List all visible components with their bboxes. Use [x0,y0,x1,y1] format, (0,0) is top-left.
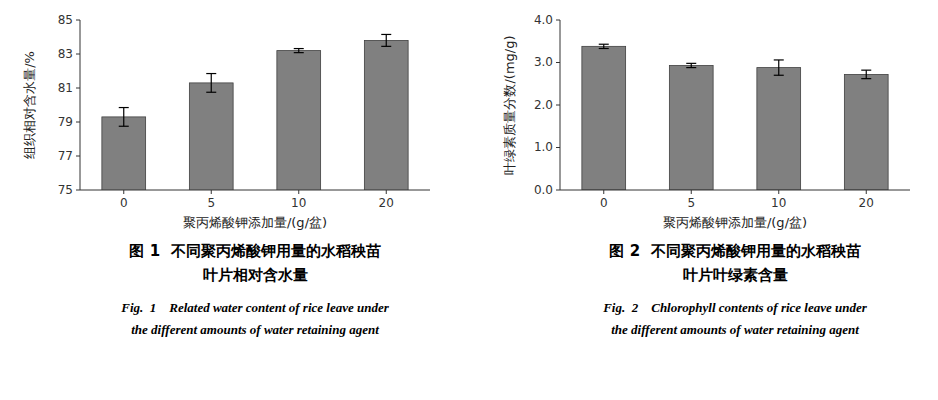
caption: 叶片叶绿素含量 [683,266,788,284]
caption: Fig. 1 Related water content of rice lea… [120,300,389,315]
error-cap [381,34,391,35]
caption: Fig. 2 Chlorophyll contents of rice leav… [602,300,868,315]
error-bar [774,60,784,75]
error-cap [294,52,304,53]
x-tick-label: 20 [379,196,394,210]
error-line [778,60,779,75]
bar [277,51,321,190]
y-axis-label: 组织相对含水量/% [22,51,37,159]
error-cap [294,48,304,49]
bar [102,117,146,190]
bar [364,40,408,190]
bar [189,83,233,190]
error-cap [861,70,871,71]
error-line [211,74,212,93]
error-cap [861,78,871,79]
y-tick [556,105,560,106]
y-tick-label: 4.0 [534,13,553,27]
x-tick [778,190,779,194]
figure: 75 77 79 81 83 85 0 5 10 20 聚丙烯酸钾添加量/(g/盆) 组织相对含水量/… [0,0,938,400]
caption: 图 2 不同聚丙烯酸钾用量的水稻秧苗 [609,242,860,260]
error-line [298,49,299,53]
error-cap [206,73,216,74]
x-tick [298,190,299,194]
error-cap [774,59,784,60]
y-tick-label: 2.0 [534,98,553,112]
bar [582,46,626,190]
y-tick [556,190,560,191]
error-cap [119,107,129,108]
error-bar [119,108,129,127]
x-tick [866,190,867,194]
x-tick-label: 5 [207,196,215,210]
error-cap [599,48,609,49]
chart: 75 77 79 81 83 85 0 5 10 20 聚丙烯酸钾添加量/(g/盆) 组织相对含水量/… [22,13,430,400]
x-tick-label: 10 [291,196,306,210]
error-line [691,63,692,67]
y-axis-label: 叶绿素质量分数/(mg/g) [502,35,517,174]
x-axis [80,190,430,191]
bars [582,44,888,190]
error-line [123,108,124,127]
y-tick-label: 77 [58,149,73,163]
x-axis [560,190,910,191]
error-cap [119,126,129,127]
y-tick [76,156,80,157]
y-tick [76,20,80,21]
bar [669,65,713,190]
y-axis [560,20,561,190]
bar [844,74,888,190]
y-tick-label: 75 [58,183,73,197]
bars [102,34,408,190]
error-bar [686,63,696,67]
x-tick [603,190,604,194]
error-line [603,44,604,48]
x-axis-label: 聚丙烯酸钾添加量/(g/盆) [663,215,807,230]
y-tick-label: 1.0 [534,140,553,154]
y-tick [76,88,80,89]
x-tick-label: 5 [687,196,695,210]
error-cap [686,67,696,68]
x-tick-label: 10 [771,196,786,210]
x-axis-label: 聚丙烯酸钾添加量/(g/盆) [183,215,327,230]
error-bar [206,74,216,93]
y-tick [76,54,80,55]
x-tick [123,190,124,194]
y-tick-label: 3.0 [534,55,553,69]
error-cap [774,75,784,76]
caption: the different amounts of water retaining… [131,322,379,337]
caption: 叶片相对含水量 [203,266,308,284]
x-tick [211,190,212,194]
error-bar [381,34,391,46]
y-tick [556,20,560,21]
error-cap [599,44,609,45]
y-tick [76,122,80,123]
x-tick-label: 20 [859,196,874,210]
y-tick [76,190,80,191]
error-cap [381,46,391,47]
x-tick [691,190,692,194]
x-tick-label: 0 [600,196,608,210]
error-bar [599,44,609,48]
y-tick-label: 85 [58,13,73,27]
error-line [866,70,867,79]
caption: 图 1 不同聚丙烯酸钾用量的水稻秧苗 [129,242,380,260]
y-tick-label: 79 [58,115,73,129]
error-cap [686,63,696,64]
y-tick-label: 81 [58,81,73,95]
error-cap [206,92,216,93]
y-tick [556,147,560,148]
chart: 0.0 1.0 2.0 3.0 4.0 0 5 10 20 聚丙烯酸钾添加量/(g/盆) 叶绿素质量… [502,13,910,338]
y-tick-label: 0.0 [534,183,553,197]
x-tick [386,190,387,194]
y-tick-label: 83 [58,47,73,61]
x-tick-label: 0 [120,196,128,210]
error-bar [294,49,304,53]
y-axis [80,20,81,190]
caption: the different amounts of water retaining… [611,322,859,337]
y-tick [556,62,560,63]
error-line [386,34,387,46]
error-bar [861,70,871,79]
bar [757,68,801,190]
